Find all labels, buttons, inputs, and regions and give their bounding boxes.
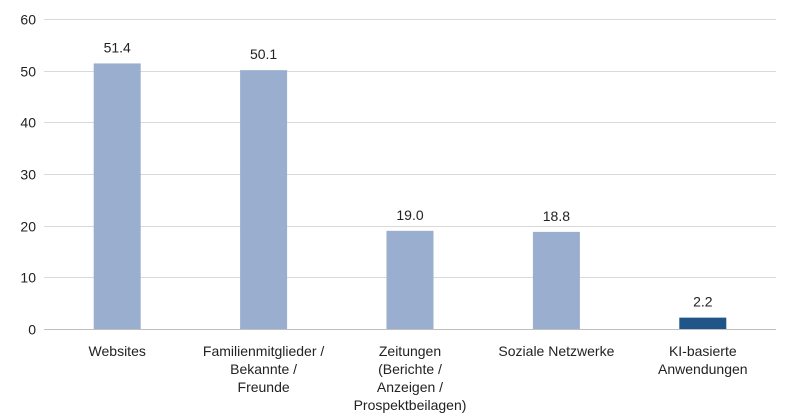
bar-0	[93, 63, 141, 329]
y-tick-label: 30	[20, 167, 36, 183]
y-tick-label: 10	[20, 270, 36, 286]
category-label-1: Familienmitglieder / Bekannte / Freunde	[203, 343, 324, 395]
y-tick-label: 60	[20, 12, 36, 28]
category-label-2: Zeitungen (Berichte / Anzeigen / Prospektbe…	[354, 343, 467, 413]
category-label-line: Soziale Netzwerke	[498, 343, 614, 359]
value-label-4: 2.2	[693, 294, 713, 310]
bar-2	[386, 230, 434, 329]
category-label-0: Websites	[89, 343, 146, 359]
gridlines	[44, 19, 776, 330]
y-tick-label: 20	[20, 219, 36, 235]
category-label-line: Freunde	[238, 379, 290, 395]
category-label-line: Familienmitglieder /	[203, 343, 324, 359]
category-label-line: Anwendungen	[658, 361, 748, 377]
y-tick-label: 0	[28, 322, 36, 338]
y-axis-tick-labels: 0 10 20 30 40 50 60	[20, 12, 36, 338]
bars	[93, 63, 727, 330]
category-label-3: Soziale Netzwerke	[498, 343, 614, 359]
bar-3	[532, 231, 580, 329]
category-label-line: Prospektbeilagen)	[354, 397, 467, 413]
bar-1	[240, 70, 288, 330]
value-label-1: 50.1	[250, 46, 277, 62]
category-label-4: KI-basierte Anwendungen	[658, 343, 748, 377]
category-label-line: Bekannte /	[230, 361, 297, 377]
value-label-2: 19.0	[396, 207, 423, 223]
category-label-line: (Berichte /	[378, 361, 442, 377]
y-tick-label: 40	[20, 115, 36, 131]
category-label-line: Zeitungen	[379, 343, 441, 359]
value-label-3: 18.8	[543, 208, 570, 224]
category-labels: Websites Familienmitglieder / Bekannte / Fr…	[89, 343, 748, 413]
y-tick-label: 50	[20, 64, 36, 80]
value-label-0: 51.4	[104, 39, 131, 55]
category-label-line: KI-basierte	[669, 343, 737, 359]
category-label-line: Anzeigen /	[377, 379, 443, 395]
category-label-line: Websites	[89, 343, 146, 359]
bar-4	[679, 317, 727, 329]
value-labels: 51.4 50.1 19.0 18.8 2.2	[104, 39, 713, 309]
